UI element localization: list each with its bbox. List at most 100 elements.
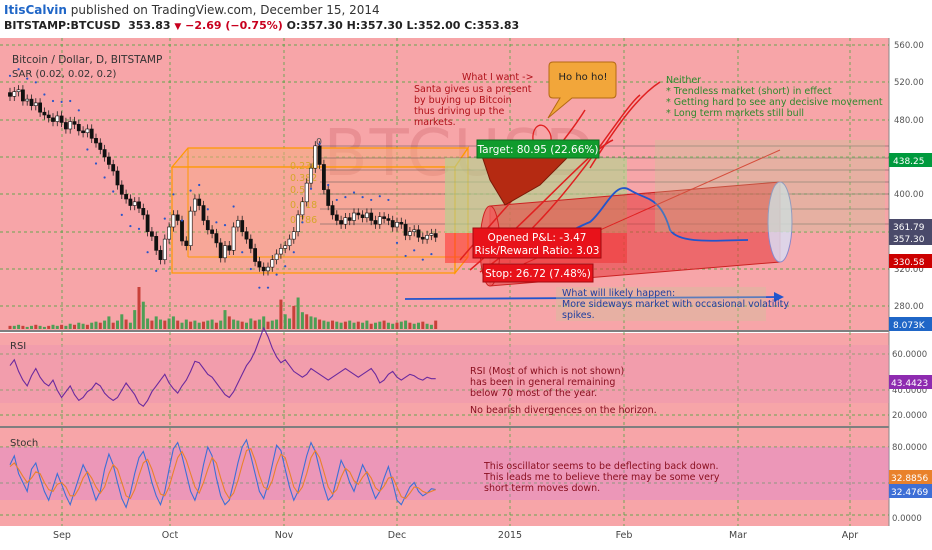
volume-bar bbox=[382, 320, 386, 329]
rsi-note-line: below 70 most of the year. bbox=[470, 388, 597, 399]
likely-line: What will likely happen: bbox=[562, 288, 675, 299]
volume-bar bbox=[128, 322, 132, 329]
volume-bar bbox=[395, 322, 399, 329]
volume-bar bbox=[176, 320, 180, 329]
candle-body bbox=[59, 115, 64, 123]
volume-bar bbox=[249, 318, 253, 329]
candle-body bbox=[46, 114, 51, 119]
sideways-arrow-line[interactable] bbox=[404, 296, 781, 300]
volume-bar bbox=[408, 322, 412, 329]
candle-body bbox=[352, 212, 356, 221]
candle-body bbox=[132, 201, 137, 206]
volume-bar bbox=[21, 325, 25, 329]
volume-bar bbox=[184, 319, 188, 329]
bubble-shape bbox=[547, 61, 617, 119]
fib-level-label: 0 bbox=[316, 137, 322, 148]
speech-bubble[interactable]: Ho ho ho! bbox=[547, 61, 617, 119]
volume-bar bbox=[137, 287, 141, 329]
neither-note[interactable]: Neither * Trendless market (short) in ef… bbox=[666, 75, 883, 119]
candle-body bbox=[145, 214, 150, 232]
candle-body bbox=[244, 231, 249, 240]
volume-bar bbox=[429, 324, 433, 329]
candle-body bbox=[248, 238, 253, 249]
sar-dot bbox=[258, 286, 261, 289]
candle-body bbox=[175, 214, 180, 221]
volume-bar bbox=[12, 325, 16, 329]
volume-bar bbox=[257, 319, 261, 329]
candle-body bbox=[29, 98, 34, 106]
rsi-pane-background bbox=[0, 333, 889, 426]
time-tick-label: Sep bbox=[53, 530, 71, 541]
candle-body bbox=[330, 205, 335, 216]
sar-dot bbox=[155, 269, 158, 272]
price-axis[interactable] bbox=[889, 38, 932, 550]
candle-body bbox=[339, 220, 344, 225]
sar-dot bbox=[292, 251, 295, 254]
santa-line: Santa gives us a present bbox=[414, 84, 532, 95]
rsi-tick-label: 40.0000 bbox=[892, 386, 927, 396]
candle-body bbox=[253, 248, 258, 262]
main-pane-background bbox=[0, 38, 889, 330]
likely-note[interactable]: What will likely happen: More sideways m… bbox=[562, 288, 789, 321]
volume-bar bbox=[240, 321, 244, 329]
volume-bar bbox=[300, 312, 304, 329]
volume-bar bbox=[296, 297, 300, 329]
sar-dot bbox=[327, 183, 330, 187]
candle-body bbox=[33, 102, 38, 106]
sar-dot bbox=[361, 196, 364, 199]
author-link[interactable]: ItisCalvin bbox=[4, 3, 67, 17]
volume-bar bbox=[81, 323, 85, 329]
neither-line: * Getting hard to see any decisive movem… bbox=[666, 97, 883, 108]
volume-bar bbox=[47, 325, 51, 329]
target-label-bg bbox=[476, 139, 600, 159]
volume-bar bbox=[352, 322, 356, 329]
price-marker-label: 357.30 bbox=[893, 235, 925, 245]
volume-bar bbox=[425, 323, 429, 329]
santa-line: thus driving up the bbox=[414, 106, 504, 117]
candle-body bbox=[150, 231, 154, 237]
candle-body bbox=[227, 245, 232, 251]
santa-note[interactable]: What I want -> Santa gives us a present … bbox=[414, 72, 534, 128]
published-text: published on TradingView.com, December 1… bbox=[70, 3, 380, 17]
volume-bar bbox=[210, 319, 214, 329]
candle-body bbox=[107, 156, 111, 165]
sar-dot bbox=[34, 81, 37, 84]
candle-body bbox=[412, 229, 417, 232]
candle-body bbox=[240, 220, 245, 232]
candle-body bbox=[184, 240, 189, 246]
volume-bar bbox=[133, 310, 137, 329]
candlesticks[interactable] bbox=[8, 85, 438, 276]
candle-body bbox=[257, 261, 262, 268]
candle-body bbox=[390, 220, 395, 228]
candle-body bbox=[141, 208, 146, 216]
volume-bar bbox=[399, 321, 403, 329]
candle-body bbox=[188, 210, 193, 246]
stoch-note[interactable]: This oscillator seems to be deflecting b… bbox=[483, 461, 720, 494]
bubble-text: Ho ho ho! bbox=[559, 72, 608, 83]
volume-bar bbox=[309, 316, 313, 329]
candle-body bbox=[266, 266, 270, 272]
rsi-note[interactable]: RSI (Most of which is not shown) has bee… bbox=[470, 366, 657, 416]
neither-line: Neither bbox=[666, 75, 701, 86]
sar-dot bbox=[352, 191, 356, 194]
time-axis[interactable] bbox=[0, 526, 889, 550]
volume-bar bbox=[103, 320, 107, 329]
rsi-note-line: No bearish divergences on the horizon. bbox=[470, 405, 657, 416]
position-labels[interactable]: Target: 80.95 (22.66%) Opened P&L: -3.47… bbox=[472, 139, 602, 283]
candle-body bbox=[167, 226, 172, 240]
candle-body bbox=[193, 198, 197, 212]
volume-bar bbox=[292, 305, 296, 329]
volume-bar bbox=[421, 321, 425, 329]
stoch-pane-background bbox=[0, 428, 889, 526]
rsi-note-line: has been in general remaining bbox=[470, 377, 615, 388]
main-chart-title: Bitcoin / Dollar, D, BITSTAMP bbox=[12, 54, 162, 66]
candle-body bbox=[38, 102, 43, 113]
candle-body bbox=[205, 220, 210, 231]
volume-bar bbox=[361, 322, 365, 329]
sar-dot bbox=[266, 286, 270, 289]
time-tick-label: Dec bbox=[388, 530, 406, 541]
candle-body bbox=[158, 250, 163, 260]
fib-level-label: 0.5 bbox=[290, 185, 305, 196]
volume-bar bbox=[326, 321, 330, 329]
